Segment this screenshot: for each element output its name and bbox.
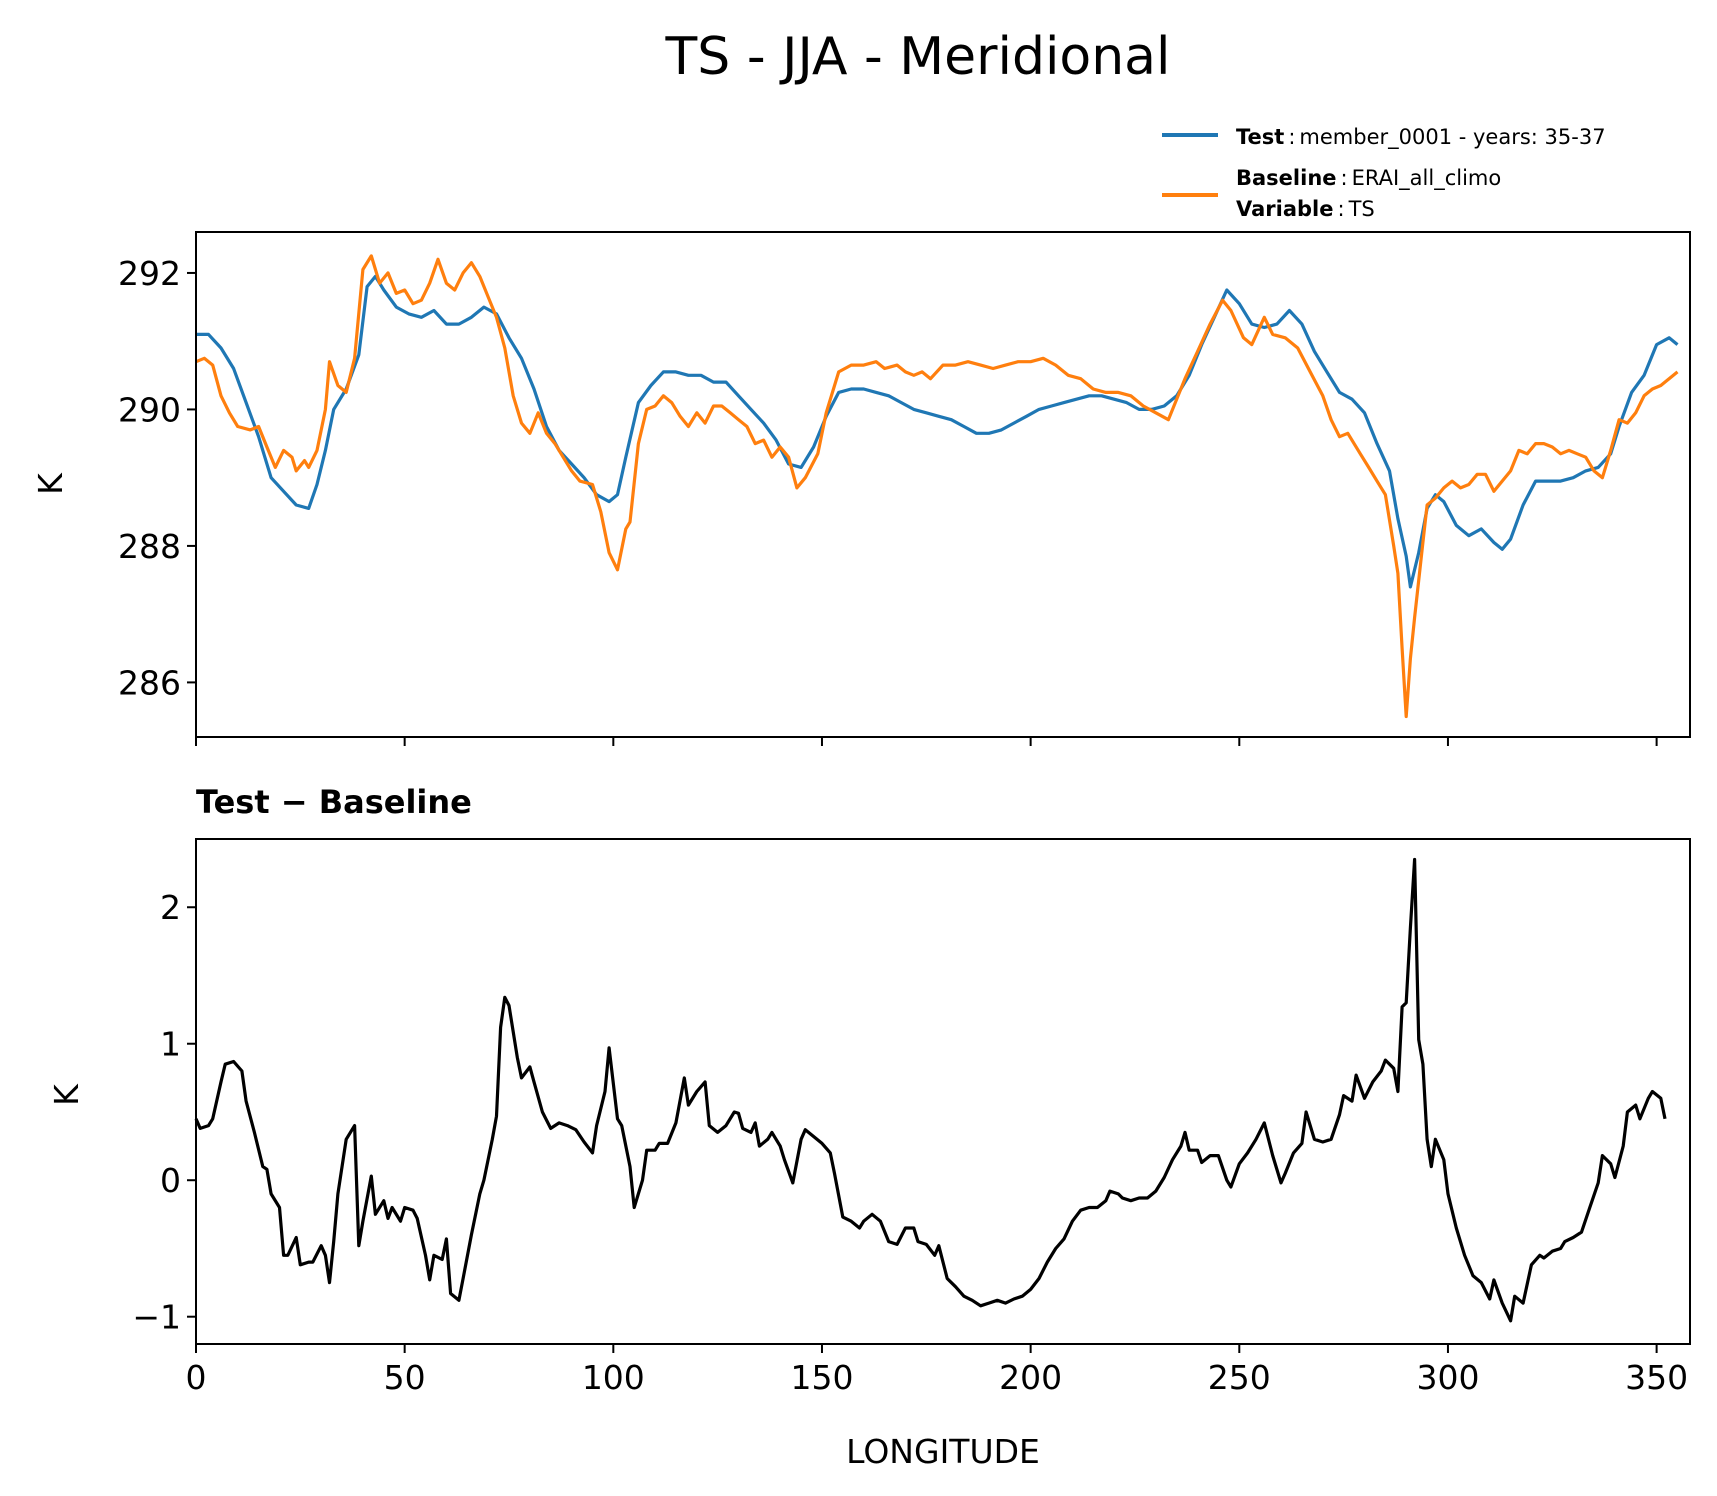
bottom-y-tick-label: 0 bbox=[160, 1161, 181, 1200]
baseline-series-line bbox=[195, 254, 1679, 719]
x-tick-label: 100 bbox=[582, 1358, 645, 1397]
bottom-y-tick-label: 1 bbox=[160, 1025, 181, 1064]
bottom-y-ticks: −1 0 1 2 bbox=[132, 888, 196, 1337]
legend-baseline-text: ERAI_all_climo bbox=[1352, 166, 1502, 191]
top-y-tick-label: 288 bbox=[118, 527, 181, 566]
x-tick-label: 0 bbox=[186, 1358, 207, 1397]
legend-variable-entry: Variable: TS bbox=[1236, 197, 1375, 221]
x-tick-label: 50 bbox=[384, 1358, 426, 1397]
x-tick-label: 350 bbox=[1625, 1358, 1688, 1397]
legend-variable-sep: : bbox=[1337, 197, 1344, 221]
difference-series-line bbox=[194, 857, 1667, 1323]
x-tick-label: 200 bbox=[999, 1358, 1062, 1397]
legend-test-sep: : bbox=[1288, 125, 1295, 149]
top-panel: 286 288 290 292 K bbox=[31, 231, 1691, 746]
bottom-panel-title: Test − Baseline bbox=[196, 783, 472, 821]
bottom-y-tick-label: −1 bbox=[132, 1298, 181, 1337]
legend-baseline-entry: Baseline: ERAI_all_climo bbox=[1236, 166, 1501, 191]
x-tick-label: 250 bbox=[1208, 1358, 1271, 1397]
chart-title: TS - JJA - Meridional bbox=[665, 27, 1171, 87]
legend-variable-key: Variable bbox=[1236, 197, 1333, 221]
top-plot-frame bbox=[195, 231, 1691, 738]
top-y-tick-label: 292 bbox=[118, 254, 181, 293]
legend-variable-text: TS bbox=[1348, 197, 1375, 221]
legend-test-key: Test bbox=[1236, 125, 1284, 149]
legend-baseline-key: Baseline bbox=[1236, 166, 1337, 190]
bottom-plot-frame bbox=[195, 838, 1691, 1345]
x-tick-label: 150 bbox=[790, 1358, 853, 1397]
legend-baseline-sep: : bbox=[1341, 166, 1348, 190]
x-axis-label: LONGITUDE bbox=[846, 1432, 1040, 1471]
x-tick-label: 300 bbox=[1416, 1358, 1479, 1397]
top-series-group bbox=[195, 254, 1679, 719]
top-y-ticks: 286 288 290 292 bbox=[118, 254, 196, 702]
legend-test-entry: Test: member_0001 - years: 35-37 bbox=[1236, 125, 1606, 150]
top-y-tick-label: 286 bbox=[118, 663, 181, 702]
top-x-ticks bbox=[195, 737, 1658, 746]
bottom-y-axis-label: K bbox=[47, 1083, 86, 1106]
legend-test-text: member_0001 - years: 35-37 bbox=[1299, 125, 1605, 150]
top-y-axis-label: K bbox=[31, 472, 70, 495]
bottom-series-group bbox=[194, 857, 1667, 1323]
legend: Test: member_0001 - years: 35-37 Baseline… bbox=[1162, 125, 1606, 221]
bottom-y-tick-label: 2 bbox=[160, 888, 181, 927]
top-y-tick-label: 290 bbox=[118, 390, 181, 429]
bottom-x-ticks: 0 50 100 150 200 250 300 350 bbox=[186, 1344, 1688, 1397]
